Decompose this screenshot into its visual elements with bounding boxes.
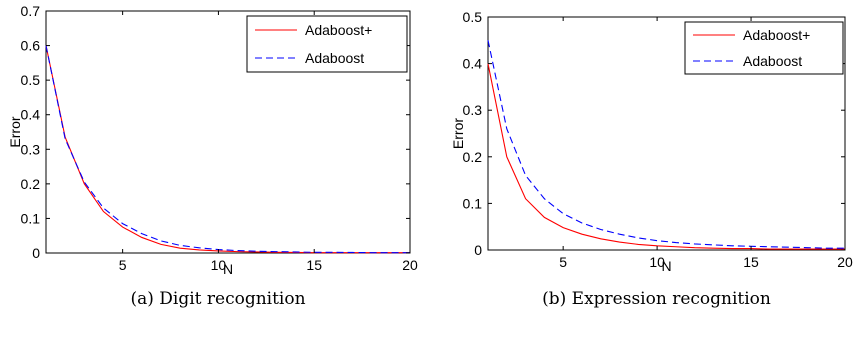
x-axis-label-a: N <box>223 261 233 277</box>
ticks-layer-a: 0 0.1 0.2 0.3 0.4 0.5 0.6 0.7 5 10 15 20 <box>21 3 418 273</box>
series-line-adaboost <box>487 40 845 249</box>
y-tick-label: 0.3 <box>21 141 41 157</box>
y-tick-label: 0.5 <box>21 72 41 88</box>
y-tick-label: 0.3 <box>463 102 483 118</box>
legend-label: Adaboost <box>743 53 802 69</box>
x-tick-label: 5 <box>119 257 127 273</box>
legend-label: Adaboost <box>305 50 364 66</box>
x-axis-label-b: N <box>661 258 671 274</box>
y-axis-label-a: Error <box>7 116 23 147</box>
legend-a: Adaboost+ Adaboost <box>246 15 408 73</box>
y-axis-label-b: Error <box>450 118 466 149</box>
x-tick-label: 10 <box>211 257 227 273</box>
digit-recognition-chart: 0 0.1 0.2 0.3 0.4 0.5 0.6 0.7 5 10 15 20 N Error Ad… <box>7 3 418 309</box>
ticks-layer-b: 0 0.1 0.2 0.3 0.4 0.5 5 10 15 20 <box>463 9 853 270</box>
y-tick-label: 0.6 <box>21 38 41 54</box>
series-layer-a <box>45 45 410 254</box>
series-line-adaboost <box>45 45 410 254</box>
legend-label: Adaboost+ <box>743 27 810 43</box>
y-tick-label: 0 <box>32 245 40 261</box>
y-tick-label: 0.4 <box>463 56 483 72</box>
y-tick-label: 0.2 <box>21 176 41 192</box>
y-tick-label: 0.4 <box>21 107 41 123</box>
y-tick-label: 0.1 <box>463 195 483 211</box>
expression-recognition-chart: 0 0.1 0.2 0.3 0.4 0.5 5 10 15 20 N Error Adaboost… <box>450 9 853 309</box>
caption-a: (a) Digit recognition <box>130 289 305 309</box>
caption-b: (b) Expression recognition <box>542 289 771 309</box>
x-tick-label: 15 <box>743 254 759 270</box>
x-tick-label: 15 <box>306 257 322 273</box>
x-tick-label: 20 <box>837 254 853 270</box>
x-tick-label: 5 <box>559 254 567 270</box>
y-tick-label: 0 <box>474 242 482 258</box>
series-layer-b <box>487 40 845 250</box>
legend-box <box>246 15 408 73</box>
legend-box <box>684 21 844 75</box>
y-tick-label: 0.7 <box>21 3 41 19</box>
series-line-adaboost-plus <box>487 63 845 250</box>
x-tick-label: 20 <box>402 257 418 273</box>
y-tick-label: 0.5 <box>463 9 483 25</box>
x-tick-label: 10 <box>649 254 665 270</box>
y-tick-label: 0.2 <box>463 149 483 165</box>
y-tick-label: 0.1 <box>21 210 41 226</box>
legend-label: Adaboost+ <box>305 22 372 38</box>
legend-b: Adaboost+ Adaboost <box>684 21 844 75</box>
